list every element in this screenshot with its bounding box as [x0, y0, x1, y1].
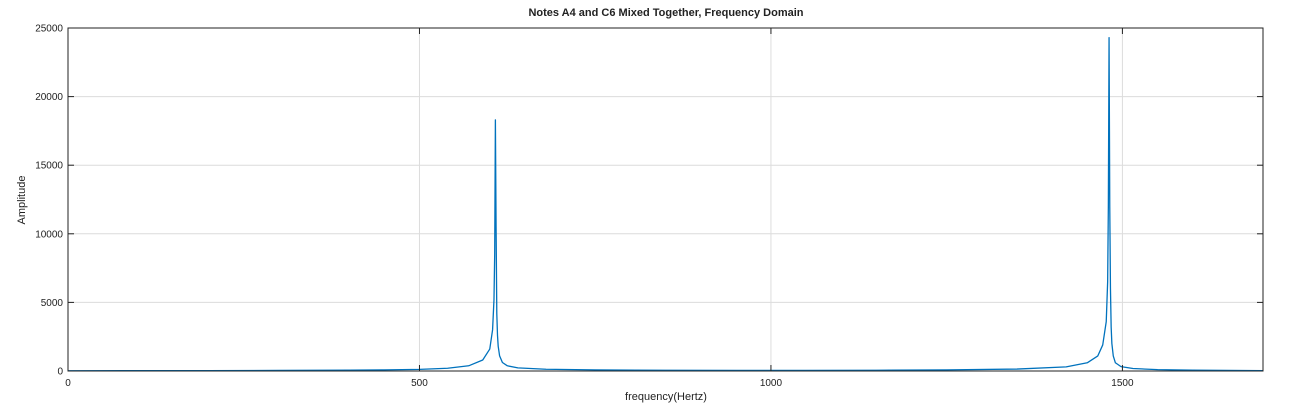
x-tick-label: 0	[65, 378, 71, 389]
x-tick-label: 500	[411, 378, 428, 389]
plot-frame	[67, 27, 1264, 372]
chart-title: Notes A4 and C6 Mixed Together, Frequenc…	[528, 7, 803, 19]
x-axis-label: frequency(Hertz)	[625, 391, 707, 403]
x-tick-label: 1500	[1111, 378, 1134, 389]
y-tick-label: 5000	[41, 298, 64, 309]
y-tick-label: 0	[57, 367, 63, 378]
y-tick-label: 25000	[35, 24, 63, 35]
series-layer	[67, 36, 1264, 372]
y-tick-label: 20000	[35, 92, 63, 103]
spectrum-line	[67, 36, 1264, 372]
y-tick-label: 10000	[35, 229, 63, 240]
y-axis-label: Amplitude	[16, 176, 28, 225]
grid	[67, 27, 1263, 372]
y-tick-label: 15000	[35, 161, 63, 172]
x-tick-label: 1000	[760, 378, 783, 389]
